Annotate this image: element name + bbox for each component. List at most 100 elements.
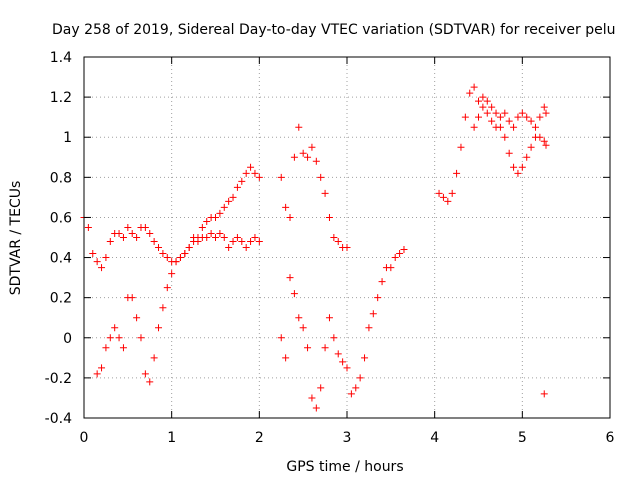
data-point (343, 244, 351, 252)
data-point (330, 334, 338, 342)
data-point (523, 153, 531, 161)
data-point (233, 183, 241, 191)
data-point (496, 113, 504, 121)
data-point (146, 378, 154, 386)
series-track-b (93, 229, 263, 386)
data-point (475, 113, 482, 121)
data-point (540, 137, 548, 145)
data-point (492, 109, 500, 117)
data-point (308, 394, 316, 402)
y-tick-label: 1.2 (50, 90, 72, 106)
data-point (343, 364, 351, 372)
data-point (369, 310, 377, 318)
data-point (133, 314, 141, 322)
data-point (128, 294, 136, 302)
data-point (277, 173, 285, 181)
data-point (475, 97, 482, 105)
data-point (299, 324, 307, 332)
data-point (312, 404, 320, 412)
data-point (540, 390, 548, 398)
data-point (238, 177, 246, 185)
data-point (536, 133, 544, 141)
data-point (207, 229, 215, 237)
series-track-e (435, 83, 550, 205)
x-tick-label: 4 (430, 430, 439, 446)
data-point (176, 254, 184, 262)
data-point (448, 189, 456, 197)
y-tick-label: 0.8 (50, 170, 72, 186)
data-point (146, 229, 154, 237)
data-point (470, 123, 478, 131)
data-point (216, 209, 224, 217)
data-point (119, 344, 127, 352)
data-point (102, 344, 110, 352)
x-tick-label: 3 (343, 430, 352, 446)
data-point (387, 264, 395, 272)
data-point (168, 270, 176, 278)
series-track-d (277, 246, 408, 412)
y-tick-label: -0.2 (45, 371, 72, 387)
data-point (317, 384, 325, 392)
data-point (470, 83, 478, 91)
data-point (374, 294, 382, 302)
data-point (124, 223, 132, 231)
data-point (483, 109, 491, 117)
data-point (488, 103, 496, 111)
data-point (172, 258, 180, 266)
data-point (282, 203, 290, 211)
data-point (115, 334, 123, 342)
data-point (242, 169, 250, 177)
y-tick-label: 0 (63, 331, 72, 347)
series-track-f (470, 103, 550, 149)
data-point (536, 113, 544, 121)
data-point (523, 113, 531, 121)
data-point (194, 238, 202, 246)
data-point (466, 89, 474, 97)
data-point (141, 223, 149, 231)
y-tick-label: 1.4 (50, 50, 72, 66)
data-point (93, 258, 101, 266)
data-point (220, 203, 228, 211)
data-point (361, 354, 369, 362)
data-point (505, 117, 513, 125)
data-point (181, 250, 189, 258)
data-point (238, 238, 246, 246)
data-point (518, 109, 526, 117)
data-point (325, 314, 333, 322)
data-point (290, 153, 298, 161)
data-point (457, 143, 465, 151)
x-tick-label: 5 (518, 430, 527, 446)
series-isolated (540, 390, 548, 398)
x-axis-label: GPS time / hours (286, 459, 403, 475)
data-point (356, 374, 364, 382)
data-point (242, 244, 250, 252)
data-point (325, 213, 333, 221)
data-point (98, 264, 106, 272)
data-point (150, 354, 158, 362)
data-point (115, 229, 123, 237)
series-track-a (80, 163, 263, 272)
data-point (198, 223, 206, 231)
data-point (483, 97, 491, 105)
y-tick-label: 0.2 (50, 291, 72, 307)
data-point (185, 244, 193, 252)
data-point (286, 213, 294, 221)
y-tick-label: 0.4 (50, 251, 72, 267)
data-point (299, 149, 307, 157)
data-point (461, 113, 469, 121)
data-point (247, 163, 255, 171)
data-point (439, 193, 447, 201)
data-point (220, 234, 228, 241)
data-point (304, 153, 312, 161)
data-point (321, 344, 329, 352)
data-point (492, 123, 500, 131)
chart-title: Day 258 of 2019, Sidereal Day-to-day VTE… (52, 22, 615, 38)
data-point (111, 324, 119, 332)
data-point (155, 324, 163, 332)
y-axis-label: SDTVAR / TECUs (8, 181, 24, 296)
ticks-layer: 0 1 2 3 4 5 6 -0.4 -0.2 0 0.2 0.4 0.6 0.8 1 1.2 1.4 (45, 50, 615, 446)
x-tick-label: 2 (255, 430, 264, 446)
data-point (203, 234, 211, 241)
data-point (501, 133, 509, 141)
